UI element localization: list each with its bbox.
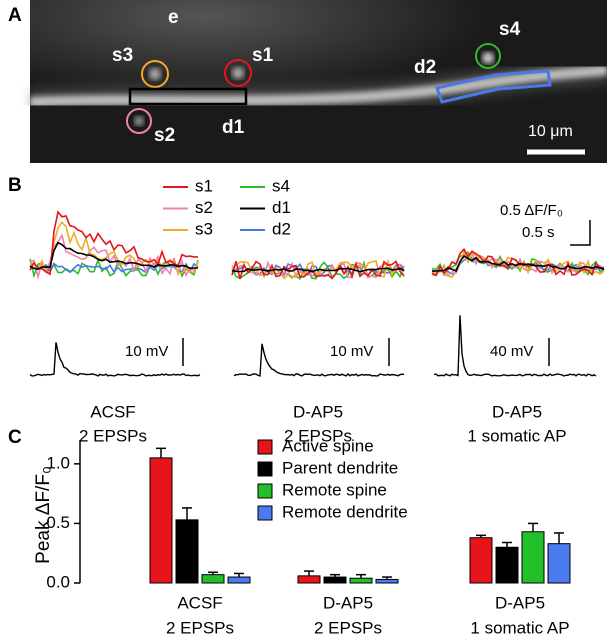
bar (349, 577, 373, 584)
trace (29, 262, 199, 274)
panel-label: B (8, 175, 22, 196)
x-tick-label: 2 EPSPs (314, 618, 382, 637)
label: s4 (499, 19, 521, 40)
condition: 2 EPSPs (79, 426, 147, 445)
x-tick-label: 1 somatic AP (470, 618, 569, 637)
label: d1 (222, 117, 245, 138)
roi-s3 (141, 60, 169, 88)
label: s1 (252, 45, 274, 66)
legend-label: Remote dendrite (282, 502, 408, 521)
legend-label: d1 (272, 198, 291, 217)
spine (149, 68, 161, 80)
scale-label: 10 μm (528, 123, 573, 140)
legend-swatch (257, 461, 273, 477)
legend-swatch (257, 505, 273, 521)
y-tick-label: 0.0 (46, 572, 70, 591)
panel-label: C (8, 427, 22, 448)
scale-label: 0.5 ΔF/F₀ (500, 202, 563, 219)
x-tick-label: ACSF (177, 593, 222, 612)
bar (149, 457, 173, 584)
trace (29, 241, 198, 271)
dendrite-glow (29, 57, 607, 115)
bar (469, 537, 493, 584)
trace (431, 247, 605, 277)
condition: ACSF (90, 402, 135, 421)
bar (201, 574, 225, 584)
bar (297, 575, 321, 584)
label: s2 (154, 125, 175, 146)
panel-label: A (8, 5, 22, 26)
trace (29, 210, 198, 276)
label: e (168, 7, 179, 28)
trace (431, 255, 605, 273)
condition: 2 EPSPs (284, 426, 352, 445)
legend-label: s3 (195, 219, 213, 238)
traces (29, 210, 605, 377)
legend: s1 s2 s3 s4 d1 d2 (163, 176, 291, 238)
x-tick-label: D-AP5 (495, 593, 545, 612)
legend-label: Parent dendrite (282, 458, 398, 477)
condition: 1 somatic AP (467, 426, 566, 445)
y-axis-label: Peak ΔF/F₀ (33, 466, 54, 564)
trace (29, 221, 199, 275)
condition: D-AP5 (492, 402, 542, 421)
x-tick-label: 2 EPSPs (166, 618, 234, 637)
scale-label: 0.5 s (522, 224, 555, 241)
legend-label: Remote spine (282, 480, 387, 499)
legend-swatch (257, 439, 273, 455)
legend-label: s2 (195, 198, 213, 217)
conditions: ACSF 2 EPSPs D-AP5 2 EPSPs D-AP5 1 somat… (79, 402, 567, 445)
trace (231, 258, 405, 280)
roi-s2 (126, 108, 152, 134)
scale-label: 10 mV (125, 343, 168, 360)
x-tick-label: D-AP5 (323, 593, 373, 612)
trace (231, 267, 405, 273)
scale-bar (570, 220, 591, 246)
roi-d1 (128, 87, 248, 106)
spine (482, 52, 494, 64)
legend-label: Active spine (282, 436, 374, 455)
bar (175, 519, 199, 584)
legend-label: s1 (195, 176, 213, 195)
voltage-trace (29, 342, 201, 377)
annotations: e s3 s1 s2 d1 s4 d2 10 μm (112, 7, 573, 146)
bar (227, 576, 251, 584)
bar (547, 543, 571, 584)
roi-s4 (475, 43, 501, 69)
spine (232, 67, 244, 79)
voltage-trace (433, 315, 597, 377)
label: s3 (112, 45, 133, 66)
y-tick-label: 1.0 (46, 453, 70, 472)
roi-s1 (224, 59, 252, 87)
scale-label: 40 mV (490, 343, 533, 360)
bar-chart: 0.0 0.5 1.0 ACSF 2 EPSPs D-AP5 2 EPSPs D-AP5 1 s… (46, 436, 571, 637)
condition: D-AP5 (293, 402, 343, 421)
trace (231, 262, 405, 278)
bar (375, 578, 399, 584)
bar (495, 546, 519, 584)
y-tick-label: 0.5 (46, 513, 70, 532)
trace (231, 260, 405, 280)
voltage-trace (233, 343, 405, 377)
bar (323, 576, 347, 584)
legend-label: s4 (272, 176, 290, 195)
spine (134, 116, 144, 126)
scale-label: 10 mV (330, 343, 373, 360)
legend-label: d2 (272, 219, 291, 238)
bar (521, 531, 545, 584)
roi-d2 (435, 69, 552, 104)
legend-swatch (257, 483, 273, 499)
label: d2 (414, 57, 436, 78)
